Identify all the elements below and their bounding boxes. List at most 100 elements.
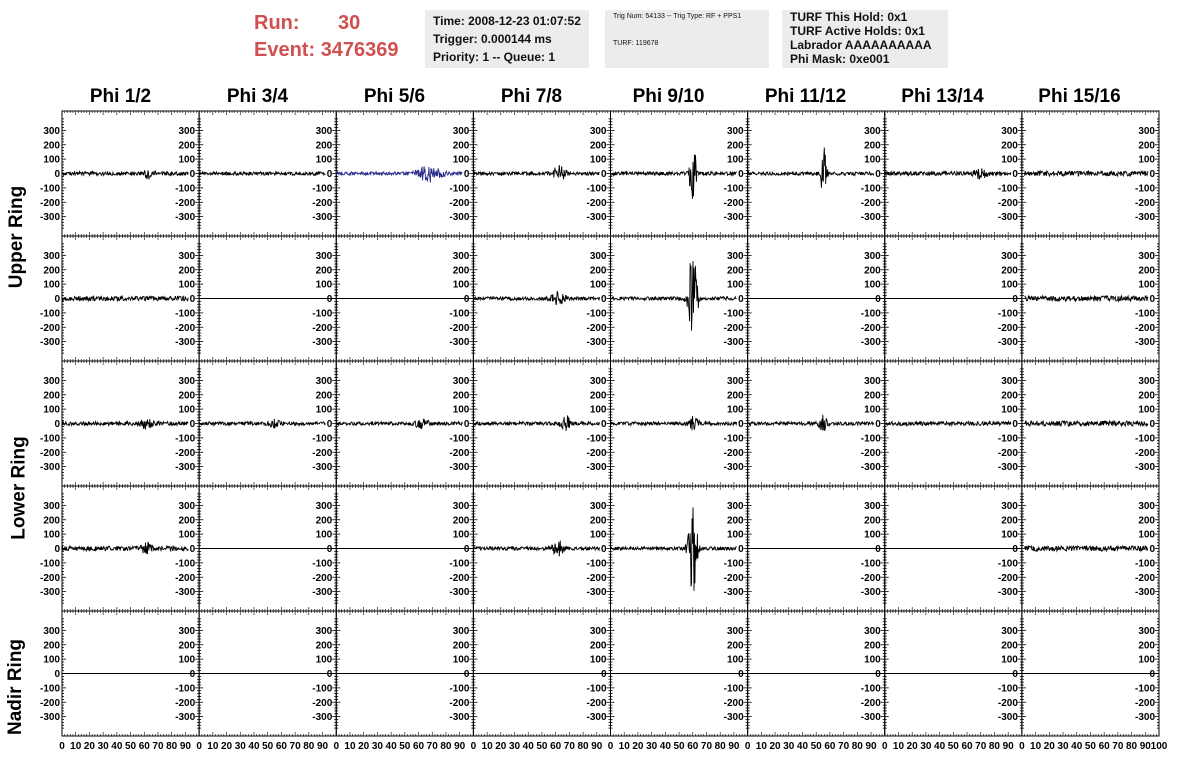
y-tick-label: 300 [864, 251, 881, 262]
y-tick-label: 300 [590, 376, 607, 387]
y-tick-label: -300 [312, 337, 332, 348]
y-tick-label: -300 [998, 212, 1018, 223]
y-tick-label: 100 [1001, 280, 1018, 291]
y-tick-label: -200 [724, 198, 744, 209]
priority-text: Priority: 1 -- Queue: 1 [433, 50, 556, 64]
y-tick-label: -300 [724, 212, 744, 223]
y-tick-label: 300 [1001, 376, 1018, 387]
y-tick-label: 100 [1001, 405, 1018, 416]
turf-this-hold: TURF This Hold: 0x1 [790, 10, 908, 24]
y-tick-label: -200 [175, 323, 195, 334]
phi-label-5: Phi 9/10 [632, 86, 705, 107]
y-tick-label: 200 [727, 140, 744, 151]
y-tick-label: -300 [312, 212, 332, 223]
trigger-info-box: Trig Num: 54133 -- Trig Type: RF + PPS1 … [605, 10, 769, 68]
y-tick-label: 200 [1001, 265, 1018, 276]
phi-label-6: Phi 11/12 [764, 86, 847, 107]
y-tick-label: -100 [861, 433, 881, 444]
y-tick-label: -200 [998, 198, 1018, 209]
y-tick-label: 0 [875, 294, 881, 305]
y-tick-label: -200 [724, 448, 744, 459]
y-tick-label: 100 [316, 155, 333, 166]
y-tick-label: -200 [1135, 448, 1155, 459]
y-tick-label: -200 [861, 323, 881, 334]
y-tick-label: 100 [864, 155, 881, 166]
y-tick-label: -300 [175, 212, 195, 223]
run-row: Run: 30 [254, 10, 424, 37]
y-tick-label: 0 [327, 169, 333, 180]
waveform-trace [61, 294, 189, 303]
y-tick-label: -100 [998, 308, 1018, 319]
y-tick-label: -300 [449, 212, 469, 223]
run-event-panel: Run: 30 Event: 3476369 [254, 10, 424, 66]
y-tick-label: -100 [586, 183, 606, 194]
waveform-trace [1024, 419, 1149, 428]
y-tick-label: 300 [316, 376, 333, 387]
y-tick-label: 300 [590, 126, 607, 137]
y-tick-label: 300 [864, 376, 881, 387]
waveform-trace [61, 169, 189, 180]
y-tick-label: -200 [998, 323, 1018, 334]
y-tick-label: 0 [738, 294, 744, 305]
waveform-trace [1024, 294, 1149, 303]
y-tick-label: -100 [175, 558, 195, 569]
y-tick-label: -300 [1135, 212, 1155, 223]
y-tick-label: 200 [727, 265, 744, 276]
y-tick-label: 0 [464, 294, 470, 305]
y-tick-label: -300 [724, 337, 744, 348]
y-tick-label: 100 [178, 155, 195, 166]
y-tick-label: 200 [453, 140, 470, 151]
y-tick-label: 300 [453, 126, 470, 137]
y-tick-label: 200 [727, 390, 744, 401]
y-tick-label: -300 [1135, 462, 1155, 473]
waveform-trace [610, 416, 738, 431]
y-tick-label: -300 [586, 212, 606, 223]
time-text: Time: 2008-12-23 01:07:52 [433, 14, 581, 28]
y-tick-label: 200 [864, 265, 881, 276]
event-value: 3476369 [320, 39, 399, 61]
y-tick-label: -200 [312, 573, 332, 584]
y-tick-label: 0 [327, 544, 333, 555]
y-tick-label: -300 [998, 337, 1018, 348]
y-tick-label: -100 [724, 308, 744, 319]
waveform-trace [473, 415, 600, 432]
y-tick-label: 100 [1001, 155, 1018, 166]
y-tick-label: -200 [449, 448, 469, 459]
y-tick-label: -300 [861, 337, 881, 348]
y-tick-label: -200 [1135, 198, 1155, 209]
y-tick-label: -300 [1135, 337, 1155, 348]
y-tick-label: 0 [1149, 169, 1155, 180]
y-tick-label: 200 [1138, 265, 1155, 276]
phi-label-7: Phi 13/14 [901, 86, 984, 107]
y-tick-label: 200 [316, 515, 333, 526]
y-tick-label: -200 [998, 448, 1018, 459]
y-tick-label: 200 [1138, 140, 1155, 151]
y-tick-label: -200 [175, 573, 195, 584]
waveform-trace [1024, 169, 1149, 178]
phi-mask-text: Phi Mask: 0xe001 [790, 52, 890, 66]
y-tick-label: 300 [727, 376, 744, 387]
waveform-trace [610, 154, 737, 199]
y-tick-label: 200 [1001, 390, 1018, 401]
y-tick-label: 300 [1138, 376, 1155, 387]
y-tick-label: 100 [178, 530, 195, 541]
phi-label-1: Phi 1/2 [89, 86, 152, 107]
y-tick-label: 200 [178, 140, 195, 151]
y-tick-label: -300 [861, 462, 881, 473]
y-tick-label: -100 [998, 183, 1018, 194]
turf-active-holds: TURF Active Holds: 0x1 [790, 24, 925, 38]
y-tick-label: 300 [316, 126, 333, 137]
y-tick-label: -100 [312, 183, 332, 194]
y-tick-label: 200 [1138, 390, 1155, 401]
waveform-trace [884, 419, 1012, 428]
y-tick-label: 0 [875, 419, 881, 430]
y-tick-label: -300 [998, 462, 1018, 473]
waveform-trace [747, 147, 875, 188]
y-tick-label: 200 [590, 390, 607, 401]
y-tick-label: -100 [175, 308, 195, 319]
y-tick-label: 100 [453, 155, 470, 166]
y-tick-label: 300 [178, 126, 195, 137]
y-tick-label: 200 [178, 515, 195, 526]
y-tick-label: 200 [590, 265, 607, 276]
y-tick-label: -100 [724, 183, 744, 194]
